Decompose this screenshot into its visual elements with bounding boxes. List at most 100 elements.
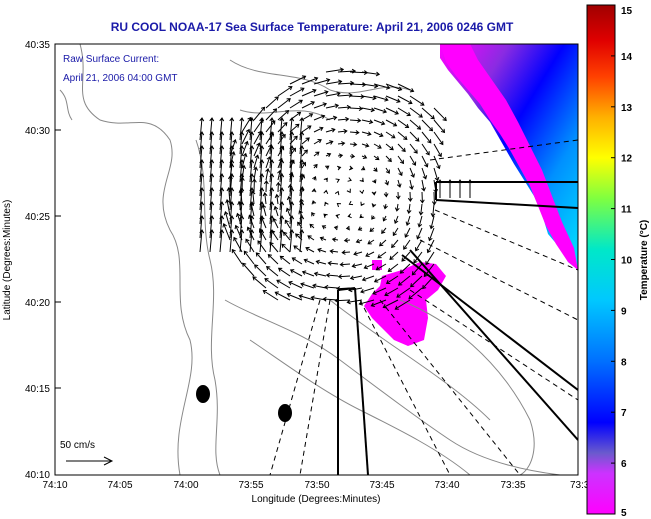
current-vector (410, 275, 423, 288)
current-vector (397, 167, 403, 177)
current-vector (239, 145, 245, 169)
current-vector (373, 155, 380, 161)
current-vector (301, 101, 315, 109)
current-vector (347, 177, 352, 182)
current-vector (422, 275, 435, 290)
current-vector (349, 106, 364, 111)
current-vector (409, 131, 420, 142)
current-vector (313, 126, 324, 133)
current-vector (307, 235, 315, 241)
coastline-contours (59, 44, 561, 475)
current-vector (397, 119, 410, 128)
current-vector (337, 116, 350, 122)
current-vector (346, 299, 363, 305)
current-vector (312, 283, 327, 289)
current-vector (249, 131, 255, 155)
current-vector (291, 257, 303, 265)
current-vector (249, 201, 255, 225)
current-vector (301, 149, 308, 157)
current-vector (199, 159, 205, 183)
current-vector (277, 267, 291, 277)
current-vector (325, 165, 330, 170)
current-vector (397, 131, 408, 141)
current-vector (219, 201, 225, 225)
current-vector (381, 227, 387, 234)
current-vector (361, 95, 377, 101)
current-vector (209, 215, 215, 239)
current-vector (254, 264, 267, 277)
current-vector (239, 159, 245, 183)
current-vector (315, 259, 327, 265)
current-vector (229, 117, 235, 141)
current-vector (414, 239, 423, 252)
current-vector (199, 173, 205, 197)
current-vector (447, 179, 453, 198)
current-vector (239, 131, 245, 155)
current-vector (371, 215, 376, 220)
current-vector (395, 191, 401, 200)
current-vector (321, 225, 327, 230)
current-vector (385, 119, 398, 127)
current-vector (371, 191, 377, 196)
current-vector (319, 236, 327, 241)
current-vector (421, 167, 428, 180)
current-vector (323, 189, 329, 194)
x-tick-label: 73:50 (304, 480, 329, 491)
current-vector (267, 253, 279, 265)
current-vector (437, 179, 443, 198)
current-vector (349, 141, 358, 147)
current-vector (275, 181, 281, 193)
current-vector (301, 270, 315, 277)
current-vector (299, 117, 305, 141)
current-vector (409, 107, 423, 118)
colorbar-tick-label: 11 (621, 205, 632, 216)
current-vector (209, 229, 215, 253)
current-vector (229, 145, 235, 169)
current-vector (411, 263, 423, 276)
current-vector (301, 113, 314, 121)
current-vector (379, 239, 387, 247)
current-vector (251, 178, 257, 193)
current-vector (249, 159, 255, 183)
current-vector (219, 159, 225, 183)
current-vector (313, 163, 318, 169)
current-vector (289, 131, 295, 155)
current-vector (429, 215, 435, 230)
current-vector (393, 215, 399, 225)
current-vector (418, 203, 424, 216)
overlay-line2: April 21, 2006 04:00 GMT (63, 73, 178, 84)
current-vector (249, 229, 255, 253)
current-vector (324, 201, 329, 207)
current-vector (293, 245, 303, 253)
current-vector (421, 131, 432, 144)
current-vector (289, 123, 300, 133)
current-vector (361, 131, 372, 137)
current-vector (397, 107, 411, 117)
current-vector (323, 177, 328, 182)
y-tick-label: 40:30 (25, 126, 50, 137)
current-vector (336, 286, 351, 291)
current-vector (331, 237, 339, 242)
current-vector (299, 187, 305, 211)
current-vector (301, 125, 312, 133)
y-tick-label: 40:35 (25, 40, 50, 51)
current-vector (359, 177, 364, 183)
current-vector (264, 278, 279, 289)
current-vector (383, 191, 389, 198)
current-vector (253, 106, 266, 121)
current-vector (285, 207, 291, 217)
current-vector (289, 99, 303, 109)
current-vector (347, 213, 352, 219)
current-vector (313, 114, 326, 121)
y-tick-label: 40:25 (25, 212, 50, 223)
x-tick-label: 74:10 (42, 480, 67, 491)
current-vector (279, 117, 285, 141)
current-vector (229, 229, 235, 253)
current-vector (281, 243, 291, 253)
current-vector (229, 187, 235, 211)
chart-title: RU COOL NOAA-17 Sea Surface Temperature:… (111, 20, 514, 34)
y-tick-label: 40:15 (25, 384, 50, 395)
current-vector (199, 187, 205, 211)
current-vector (373, 119, 386, 126)
current-vector (265, 108, 278, 121)
